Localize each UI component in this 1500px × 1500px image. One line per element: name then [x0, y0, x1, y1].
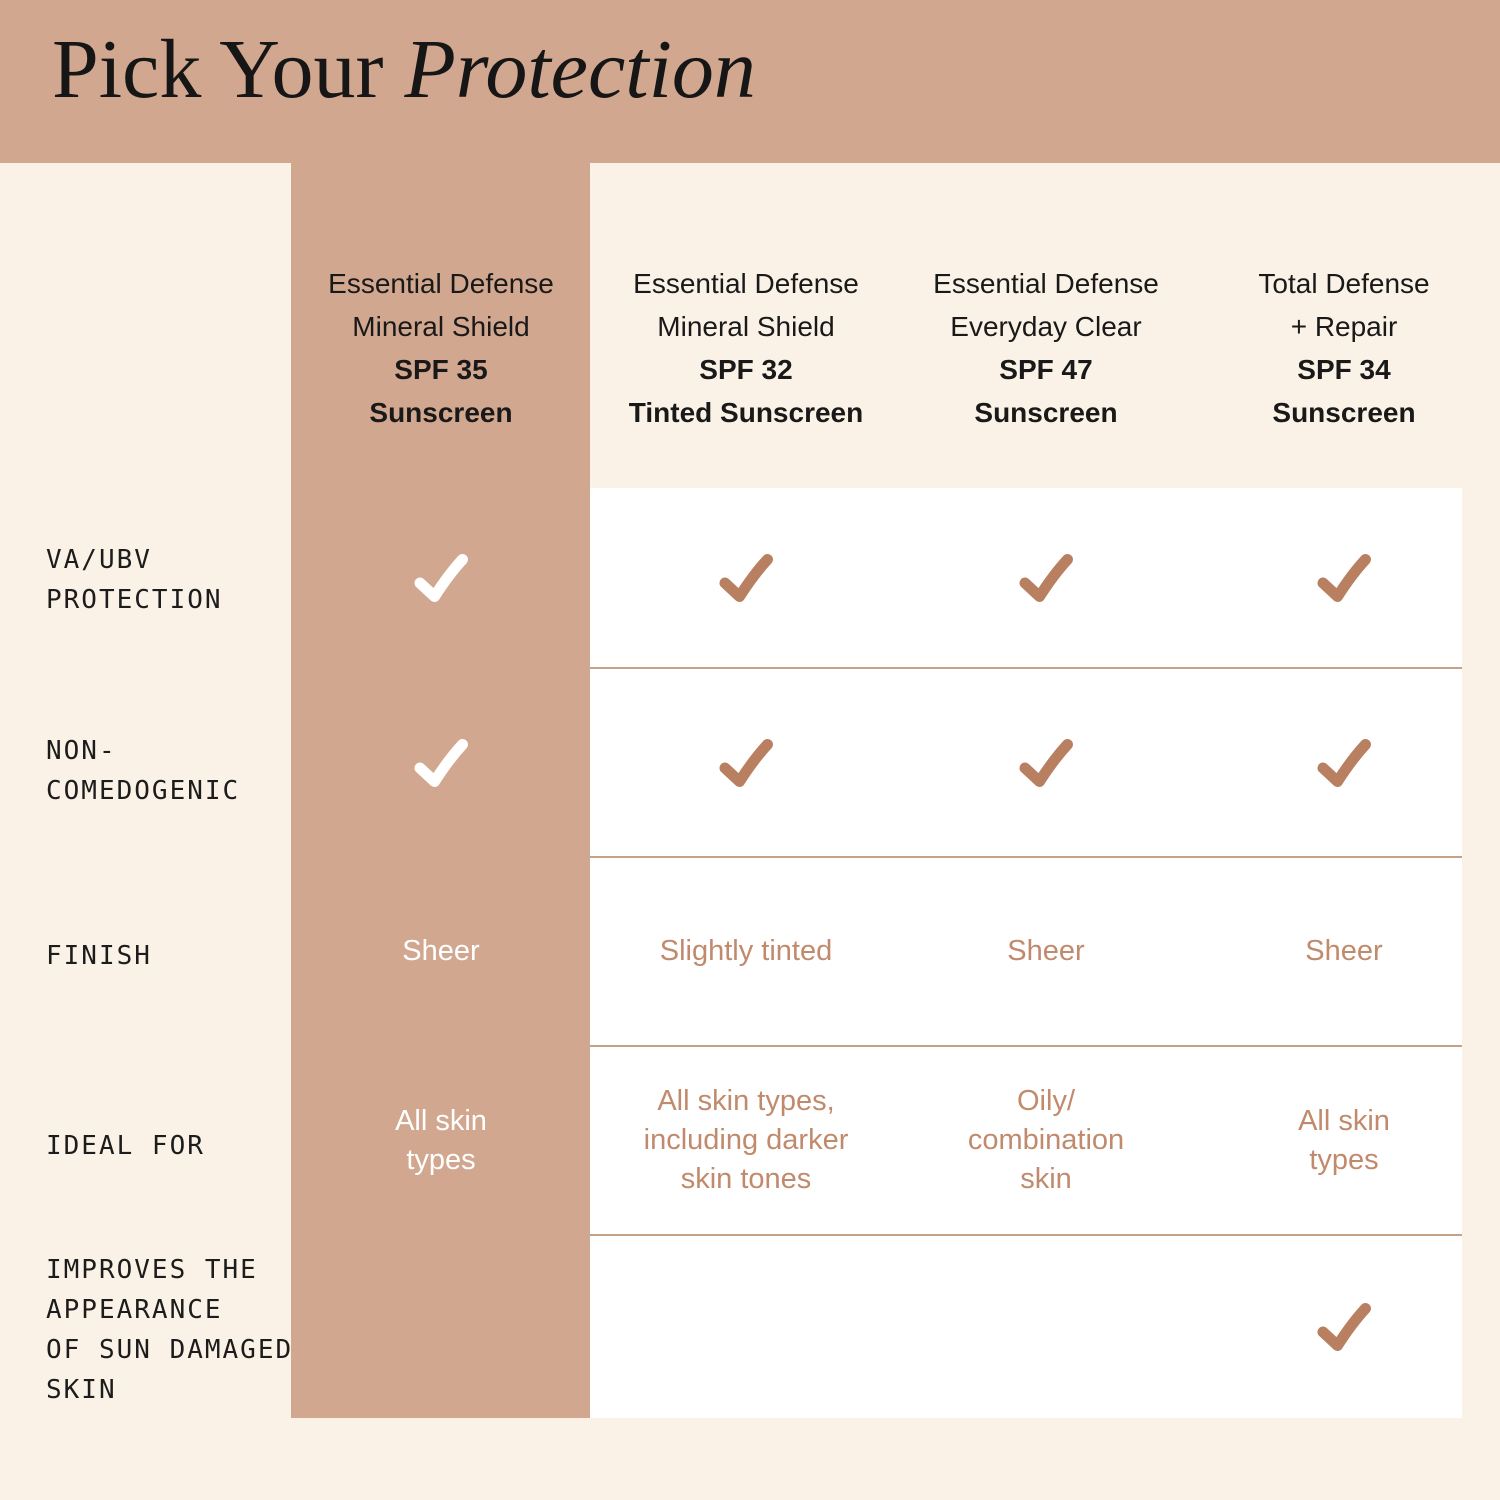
row-separator	[590, 667, 1462, 669]
row-separator	[590, 1234, 1462, 1236]
product-name-line: Everyday Clear	[950, 311, 1142, 342]
product-name-line: Mineral Shield	[657, 311, 835, 342]
product-header-total-defense-repair-spf34: Total Defense + Repair SPF 34 Sunscreen	[1194, 262, 1494, 434]
checkmark-icon	[1019, 553, 1073, 602]
row-label-ideal-for: IDEAL FOR	[46, 1131, 205, 1161]
cell-check	[896, 1236, 1196, 1418]
row-separator	[590, 856, 1462, 858]
checkmark-icon	[1317, 738, 1371, 787]
product-name-line: Essential Defense	[328, 268, 554, 299]
product-spf: SPF 32	[699, 354, 793, 385]
product-form: Sunscreen	[369, 397, 513, 428]
row-label-non-comedogenic: NON- COMEDOGENIC	[46, 736, 241, 806]
cell-check	[596, 669, 896, 856]
cell-ideal-for: Oily/ combination skin	[967, 1085, 1125, 1195]
product-name-line: + Repair	[1290, 311, 1398, 342]
checkmark-icon	[1317, 553, 1371, 602]
header-band	[0, 0, 1500, 163]
product-header-essential-defense-everyday-clear-spf47: Essential Defense Everyday Clear SPF 47 …	[896, 262, 1196, 434]
highlighted-column-background	[291, 163, 590, 1418]
cell-finish: Sheer	[1305, 935, 1383, 967]
cell-check	[1194, 488, 1494, 667]
product-form: Tinted Sunscreen	[628, 397, 864, 428]
cell-check	[1194, 669, 1494, 856]
product-form: Sunscreen	[974, 397, 1118, 428]
product-name-line: Mineral Shield	[352, 311, 530, 342]
page-title-italic: Protection	[404, 23, 756, 116]
cell-ideal-for: All skin types	[395, 1104, 487, 1176]
cell-check	[896, 669, 1196, 856]
cell-finish: Sheer	[1007, 935, 1085, 967]
table-body-background	[590, 488, 1462, 1418]
product-name-line: Essential Defense	[633, 268, 859, 299]
checkmark-icon	[1019, 738, 1073, 787]
cell-ideal-for: All skin types	[1298, 1104, 1390, 1176]
product-form: Sunscreen	[1272, 397, 1416, 428]
cell-check	[596, 1236, 896, 1418]
cell-check	[596, 488, 896, 667]
checkmark-icon	[1317, 1303, 1371, 1351]
product-spf: SPF 35	[394, 354, 488, 385]
product-name-line: Essential Defense	[933, 268, 1159, 299]
row-label-uva-uvb-protection: VA/UBV PROTECTION	[46, 545, 223, 615]
checkmark-icon	[719, 553, 773, 602]
product-header-essential-defense-mineral-shield-spf35: Essential Defense Mineral Shield SPF 35 …	[291, 262, 591, 434]
cell-check	[1194, 1236, 1494, 1418]
product-spf: SPF 47	[999, 354, 1093, 385]
page-title: Pick Your Protection	[52, 22, 756, 119]
cell-ideal-for: All skin types, including darker skin to…	[643, 1085, 849, 1195]
checkmark-icon	[719, 738, 773, 787]
row-label-improves-sun-damaged-skin: IMPROVES THE APPEARANCE OF SUN DAMAGED S…	[46, 1255, 294, 1405]
cell-finish: Slightly tinted	[659, 935, 833, 967]
cell-check	[291, 488, 591, 667]
checkmark-icon	[414, 738, 468, 787]
product-header-essential-defense-mineral-shield-spf32: Essential Defense Mineral Shield SPF 32 …	[596, 262, 896, 434]
product-spf: SPF 34	[1297, 354, 1391, 385]
page-title-regular: Pick Your	[52, 23, 405, 116]
cell-check	[291, 669, 591, 856]
row-label-finish: FINISH	[46, 941, 152, 971]
row-separator	[590, 1045, 1462, 1047]
checkmark-icon	[414, 553, 468, 602]
cell-check	[896, 488, 1196, 667]
cell-check	[291, 1236, 591, 1418]
product-name-line: Total Defense	[1258, 268, 1430, 299]
cell-finish: Sheer	[402, 935, 480, 967]
